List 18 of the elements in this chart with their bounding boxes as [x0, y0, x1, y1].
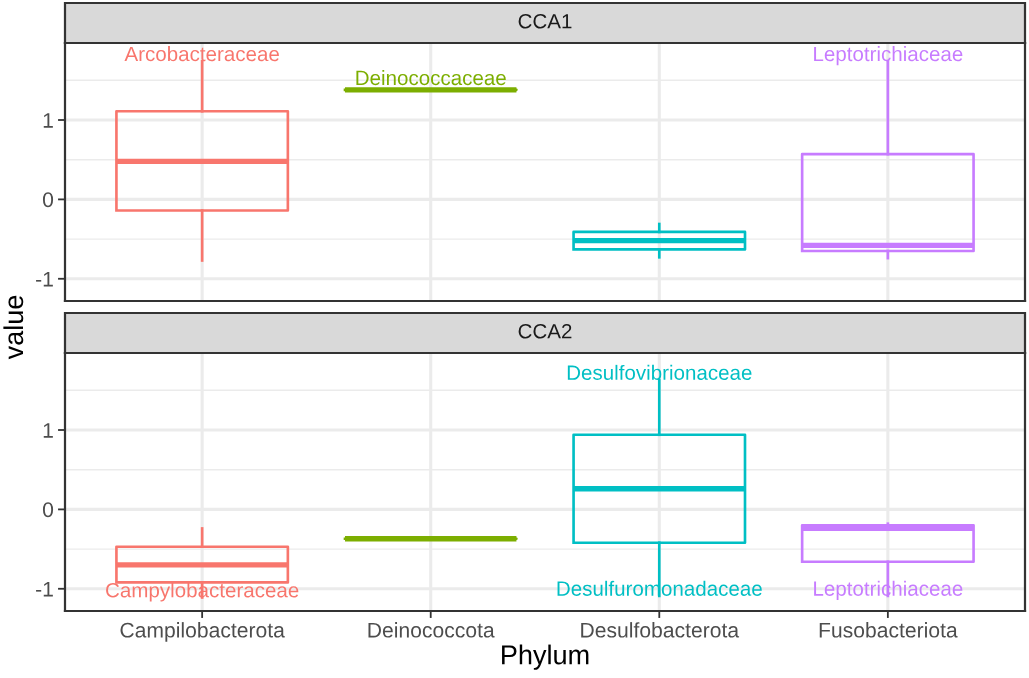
- y-tick-label: 1: [43, 113, 53, 128]
- y-tick-label: -1: [36, 271, 53, 287]
- chart-title: CCA1: [518, 13, 572, 29]
- annotation: Leptotrichiaceae: [814, 46, 963, 66]
- annotation: Desulfovibrionaceae: [567, 364, 752, 380]
- y-tick-label: -1: [36, 581, 53, 597]
- x-tick-label: Deinococcota: [368, 622, 495, 638]
- y-tick-label: 0: [42, 192, 54, 208]
- y-tick-label: 1: [43, 423, 53, 438]
- annotation: Arcobacteraceae: [124, 46, 279, 62]
- x-tick-label: Fusobacteriota: [819, 622, 958, 638]
- chart-title: CCA2: [518, 323, 572, 339]
- y-axis-title: value: [3, 295, 24, 360]
- x-tick-label: Desulfobacterota: [581, 622, 740, 638]
- x-tick-label: Campilobacterota: [120, 622, 285, 642]
- x-axis-title: Phylum: [502, 644, 589, 670]
- y-tick-label: 0: [42, 502, 54, 518]
- annotation: Deinococcaceae: [356, 70, 506, 86]
